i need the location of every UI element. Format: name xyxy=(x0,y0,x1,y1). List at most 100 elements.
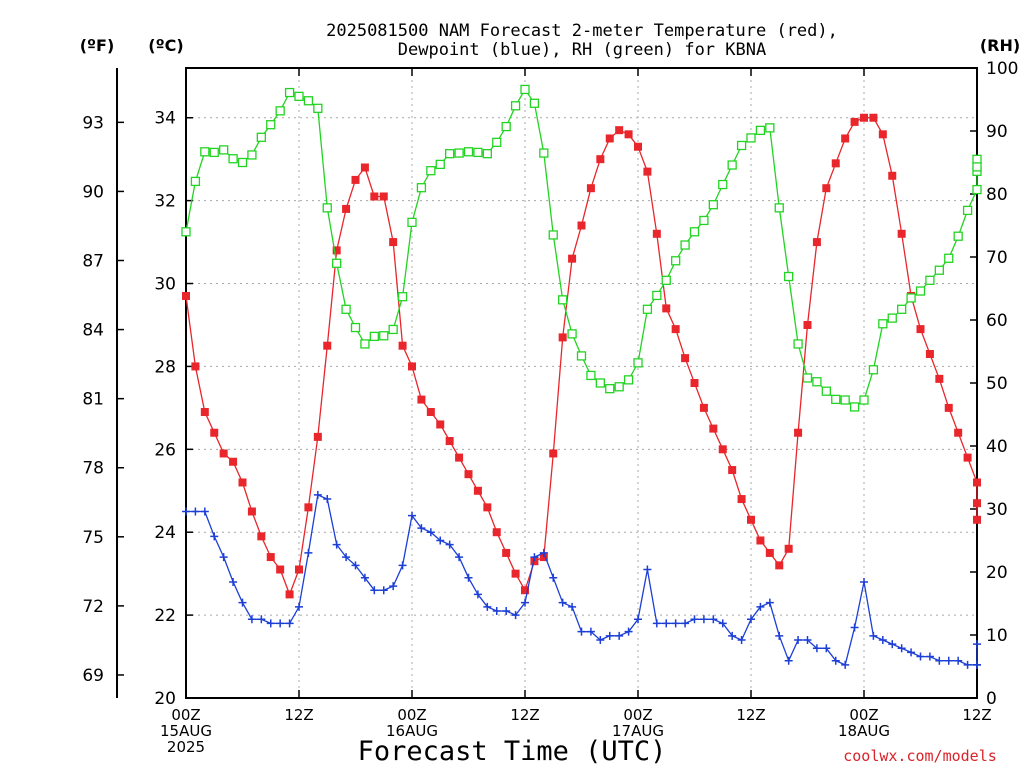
rh-point xyxy=(482,149,492,159)
temperature-point xyxy=(295,565,303,574)
rh-point xyxy=(793,339,803,349)
x-tick-label: 12Z xyxy=(736,706,765,724)
dewpoint-point xyxy=(191,507,200,516)
x-tick-label: 00Z xyxy=(171,706,200,724)
rh-point xyxy=(972,162,982,172)
dewpoint-point xyxy=(426,528,435,537)
rh-point xyxy=(567,329,577,339)
temperature-point xyxy=(878,130,887,139)
rh-point xyxy=(633,358,643,368)
rh-point xyxy=(736,140,747,151)
dewpoint-point xyxy=(539,548,548,557)
dewpoint-point xyxy=(973,660,981,669)
dewpoint-point xyxy=(238,598,247,607)
dewpoint-point xyxy=(643,565,652,574)
rh-point xyxy=(548,230,558,240)
dewpoint-point xyxy=(313,490,322,499)
rh-point xyxy=(784,271,794,282)
celsius-tick-label: 20 xyxy=(154,689,176,709)
rh-unit-label: (RH) xyxy=(980,36,1020,55)
dewpoint-point xyxy=(351,561,360,570)
rh-point xyxy=(708,200,718,210)
dewpoint-point xyxy=(455,553,464,562)
celsius-tick-label: 34 xyxy=(154,109,176,129)
temperature-point xyxy=(596,155,605,164)
dewpoint-point xyxy=(445,540,454,549)
dewpoint-point xyxy=(718,619,727,628)
rh-point xyxy=(614,382,624,392)
fahrenheit-tick-label: 84 xyxy=(82,321,104,341)
x-tick-label: 12Z xyxy=(962,706,991,724)
temperature-point xyxy=(935,374,944,383)
rh-point xyxy=(878,319,888,329)
temperature-point xyxy=(182,291,190,300)
temperature-point xyxy=(831,159,840,168)
rh-point xyxy=(661,275,671,285)
rh-point xyxy=(256,132,266,142)
temperature-point xyxy=(775,561,784,570)
rh-point xyxy=(595,378,605,388)
dewpoint-point xyxy=(182,507,190,516)
rh-tick-label: 70 xyxy=(986,248,1008,268)
series-line-dewpoint xyxy=(186,493,978,666)
temperature-point xyxy=(860,113,868,122)
celsius-tick-label: 24 xyxy=(154,523,176,543)
rh-point xyxy=(802,373,813,383)
dewpoint-point xyxy=(389,582,398,591)
rh-point xyxy=(699,215,709,226)
dewpoint-point xyxy=(370,586,379,595)
dewpoint-point xyxy=(483,602,492,611)
dewpoint-point xyxy=(530,553,539,562)
fahrenheit-unit-label: (ºF) xyxy=(80,36,115,55)
rh-point xyxy=(435,159,445,170)
dewpoint-point xyxy=(605,631,614,640)
dewpoint-point xyxy=(954,656,963,665)
temperature-point xyxy=(925,349,934,358)
temperature-point xyxy=(426,408,435,417)
grid-lines xyxy=(186,68,977,698)
rh-point xyxy=(200,147,210,157)
temperature-point xyxy=(605,134,614,143)
rh-point xyxy=(972,154,982,165)
dewpoint-point xyxy=(925,652,934,661)
rh-point xyxy=(275,106,285,116)
x-tick-label: 12Z xyxy=(510,706,539,724)
celsius-tick-label: 26 xyxy=(154,440,176,460)
fahrenheit-tick-label: 90 xyxy=(82,182,104,202)
rh-point xyxy=(849,402,860,412)
temperature-point xyxy=(699,403,708,412)
temperature-point xyxy=(643,167,652,176)
rh-point xyxy=(962,205,973,216)
rh-point xyxy=(341,304,351,314)
credit-label: coolwx.com/models xyxy=(843,747,997,765)
rh-point xyxy=(859,395,869,405)
x-tick-label: 00Z xyxy=(397,706,426,724)
rh-point xyxy=(623,375,634,385)
temperature-point xyxy=(455,453,464,462)
dewpoint-point xyxy=(304,548,313,557)
rh-tick-label: 100 xyxy=(986,59,1018,79)
temperature-point xyxy=(794,428,803,437)
temperature-point xyxy=(219,449,228,458)
x-tick-label: 15AUG xyxy=(160,722,212,740)
rh-point xyxy=(397,292,408,302)
fahrenheit-tick-label: 72 xyxy=(82,597,104,617)
rh-point xyxy=(313,103,323,113)
dewpoint-point xyxy=(436,536,445,545)
x-tick-label: 2025 xyxy=(167,738,205,756)
dewpoint-point xyxy=(229,577,238,586)
dewpoint-point xyxy=(596,635,605,644)
temperature-point xyxy=(304,503,313,512)
rh-point xyxy=(209,147,219,158)
rh-tick-label: 30 xyxy=(986,500,1008,520)
temperature-point xyxy=(417,395,426,404)
dewpoint-point xyxy=(747,615,755,624)
temperature-point xyxy=(784,544,793,553)
temperature-point xyxy=(313,432,322,441)
rh-point xyxy=(765,123,775,133)
dewpoint-point xyxy=(615,631,624,640)
rh-tick-label: 90 xyxy=(986,122,1008,142)
dewpoint-point xyxy=(681,619,690,628)
celsius-unit-label: (ºC) xyxy=(148,36,183,55)
